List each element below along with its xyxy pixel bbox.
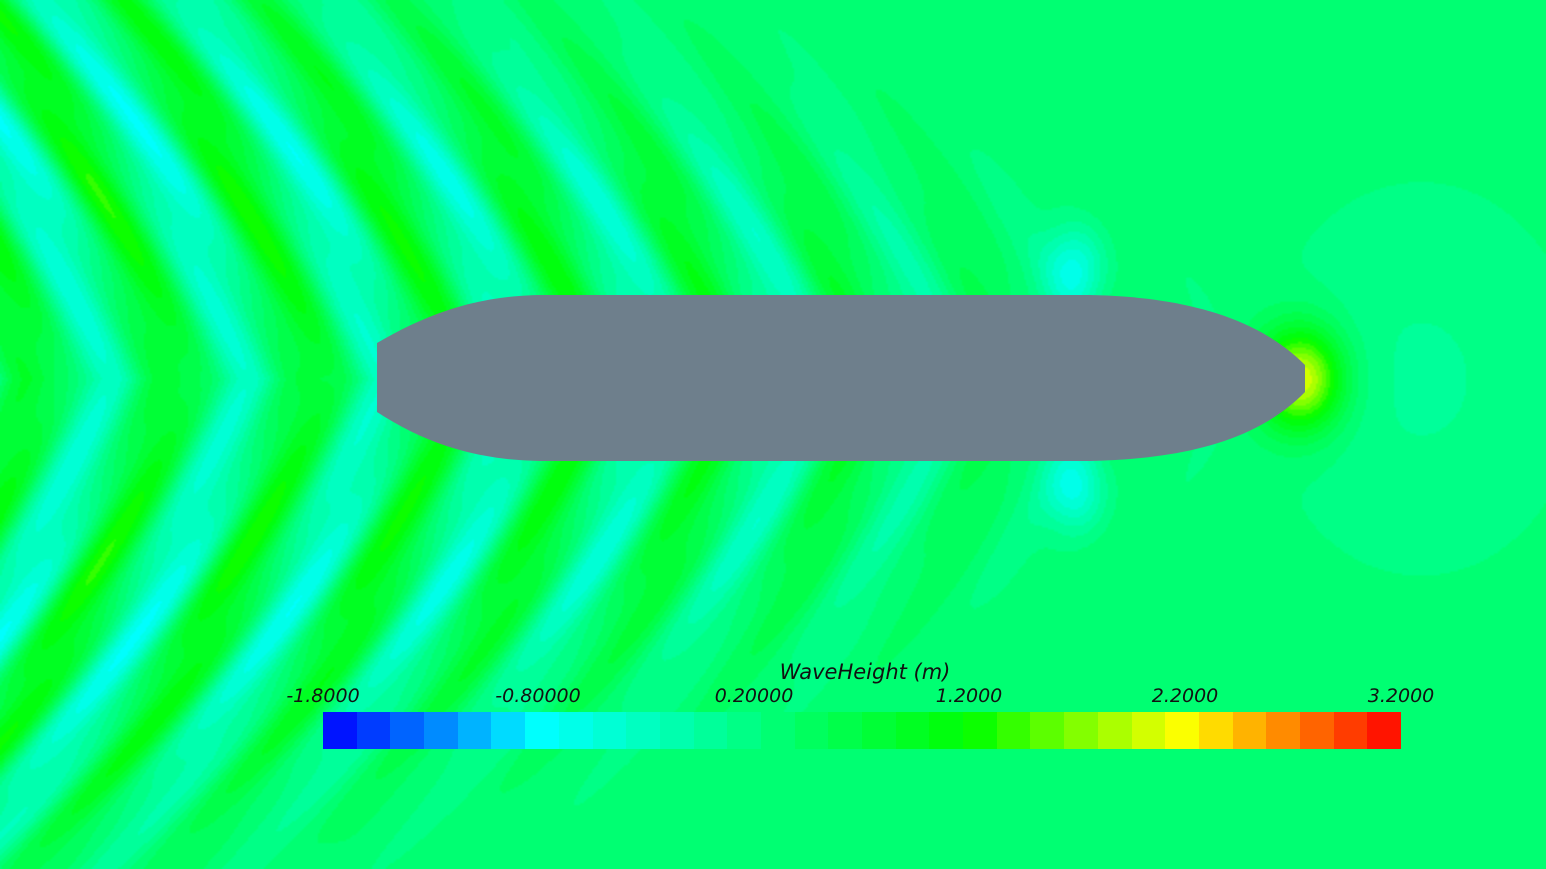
colorbar-level [895,712,930,749]
colorbar-level [760,712,795,749]
colorbar-level [1333,712,1368,749]
hull-shape [377,295,1305,461]
colorbar-level [424,712,458,749]
colorbar-level [794,712,829,749]
colorbar-tick: 2.2000 [1151,685,1219,707]
colorbar-level [558,712,593,749]
colorbar-level [390,712,425,749]
colorbar-level [1030,712,1065,749]
colorbar-level [592,712,627,749]
colorbar-level [1064,712,1098,749]
colorbar-tick: 0.20000 [714,685,794,707]
colorbar-level [525,712,559,749]
colorbar-level [356,712,391,749]
colorbar-level [1097,712,1132,749]
colorbar-level [963,712,997,749]
colorbar-tick: -0.80000 [495,685,581,707]
colorbar-level [491,712,526,749]
colorbar-level [1232,712,1267,749]
colorbar-level [1131,712,1166,749]
colorbar-tick: -1.8000 [286,685,360,707]
colorbar-level [996,712,1031,749]
colorbar-level [626,712,660,749]
colorbar-level [828,712,862,749]
colorbar-level [862,712,896,749]
colorbar-tick: 3.2000 [1367,685,1435,707]
colorbar [323,712,1401,749]
colorbar-level [1266,712,1300,749]
colorbar-level [727,712,761,749]
colorbar-level [457,712,492,749]
colorbar-level [1165,712,1199,749]
colorbar-level [1299,712,1334,749]
colorbar-title: WaveHeight (m) [779,660,951,684]
colorbar-level [1367,712,1401,749]
colorbar-level [659,712,694,749]
colorbar-level [323,712,357,749]
colorbar-level [929,712,964,749]
colorbar-level [693,712,728,749]
colorbar-tick: 1.2000 [935,685,1003,707]
colorbar-level [1198,712,1233,749]
